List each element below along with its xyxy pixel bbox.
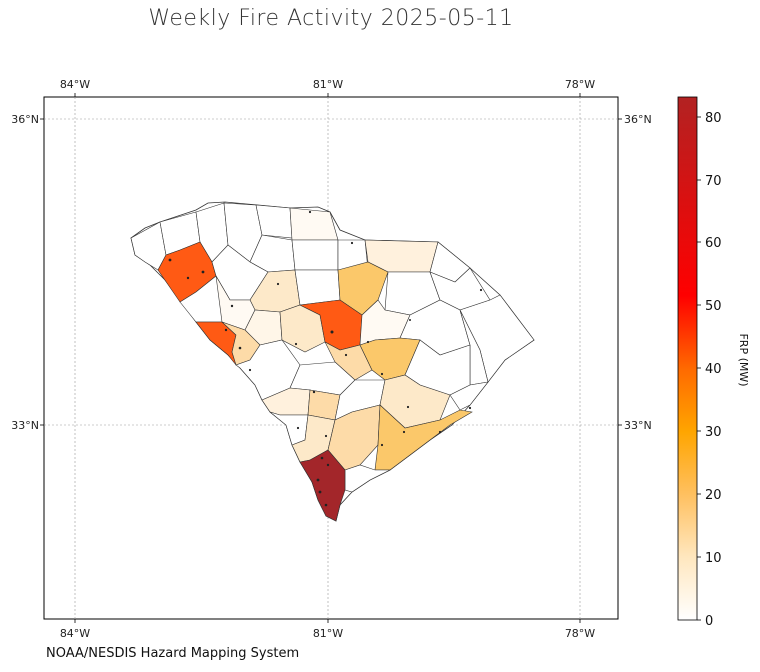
fire-points [168,210,483,507]
fire-point [308,210,312,214]
lat-tick-left-36n: 36°N [11,113,39,126]
fire-point [330,330,334,334]
fire-point [276,282,280,286]
fire-point [318,490,322,494]
lat-tick-right-36n: 36°N [624,113,652,126]
county-fairfield[interactable] [294,269,341,306]
colorbar-tick-10: 10 [705,551,722,566]
fire-point [296,426,300,430]
fire-point [402,430,406,434]
county-cherokee[interactable] [255,204,293,239]
lon-tick-top-78w: 78°W [565,78,595,91]
fire-point [312,390,316,394]
colorbar-tick-70: 70 [705,174,722,189]
fire-point [380,372,384,376]
fire-point [324,434,328,438]
colorbar-label: FRP (MW) [737,333,750,386]
colorbar-tick-50: 50 [705,299,722,314]
county-jasper[interactable] [299,449,346,522]
lon-tick-top-81w: 81°W [313,78,343,91]
lon-tick-bottom-81w: 81°W [313,627,343,640]
county-chester[interactable] [291,239,339,271]
fire-point [186,276,190,280]
colorbar-tick-30: 30 [705,425,722,440]
source-credit: NOAA/NESDIS Hazard Mapping System [46,646,300,661]
county-georgetown[interactable] [449,381,489,411]
fire-point [326,463,330,467]
colorbar-tick-40: 40 [705,362,722,377]
fire-point [168,258,172,262]
fire-point [406,405,410,409]
fire-point [468,406,472,410]
fire-point [224,328,228,332]
fire-point [324,503,328,507]
fire-point [344,353,348,357]
colorbar-tick-0: 0 [705,614,713,629]
colorbar [677,96,698,621]
fire-point [438,430,442,434]
lat-tick-left-33n: 33°N [11,419,39,432]
fire-point [320,456,324,460]
lon-tick-top-84w: 84°W [60,78,90,91]
fire-point [294,342,298,346]
fire-point [248,368,252,372]
frame-ticks [40,93,622,623]
fire-point [316,478,320,482]
county-beaufort-coast[interactable] [344,464,391,493]
lon-tick-bottom-84w: 84°W [60,627,90,640]
lon-tick-bottom-78w: 78°W [565,627,595,640]
map-title: Weekly Fire Activity 2025-05-11 [148,6,514,31]
fire-point [230,304,234,308]
fire-point [201,270,205,274]
fire-point [479,288,483,292]
colorbar-tick-20: 20 [705,488,722,503]
fire-point [409,319,411,321]
county-layer [130,202,535,522]
fire-point [238,346,242,350]
lat-tick-right-33n: 33°N [624,419,652,432]
fire-point [380,443,384,447]
colorbar-tick-60: 60 [705,236,722,251]
fire-point [350,241,354,245]
fire-point [366,340,370,344]
colorbar-tick-80: 80 [705,111,722,126]
colorbar-ticks [697,116,701,621]
county-bamberg[interactable] [307,389,341,421]
